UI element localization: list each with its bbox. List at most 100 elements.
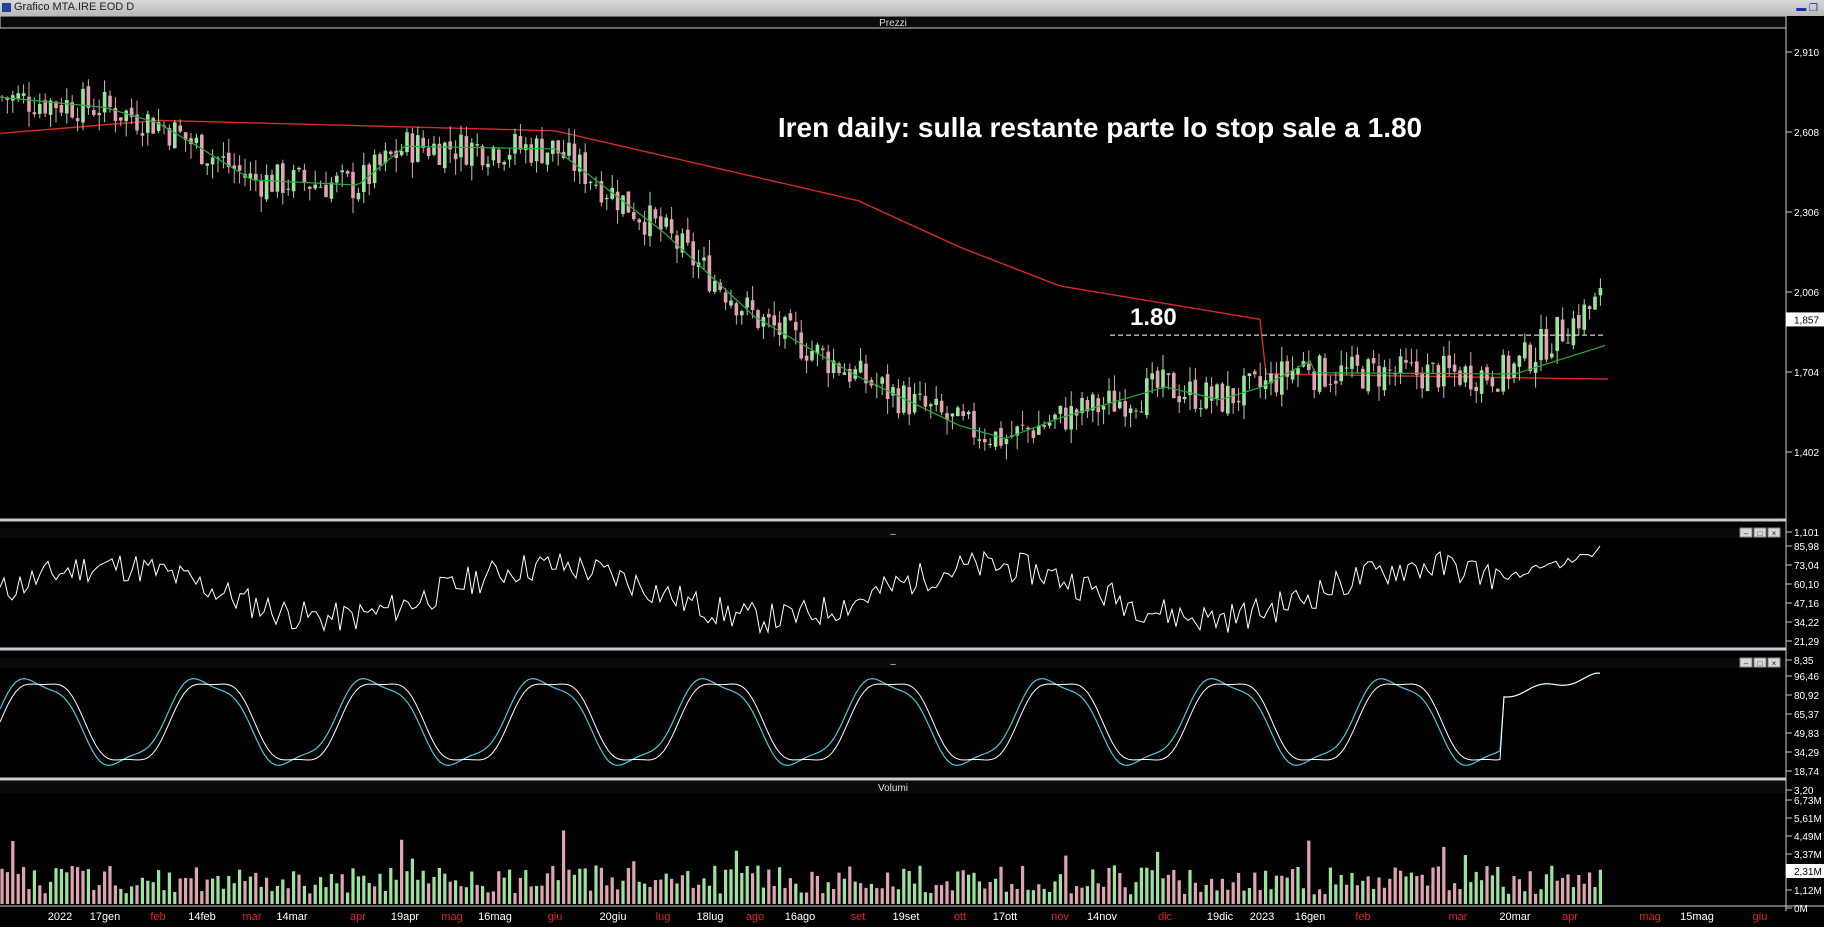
volume-bar [221,888,225,904]
candle-body [578,154,582,172]
volume-bar [1210,878,1214,904]
x-tick-label: set [851,911,866,923]
support-annotation: 1.80 [1110,304,1603,336]
x-tick-label: lug [656,911,671,923]
candle-body [92,110,96,115]
ma-short-line [0,96,1606,440]
volume-bar [5,872,9,904]
candle-body [59,105,64,113]
volume-bar [1588,872,1592,904]
last-price-box [1786,312,1824,327]
last-volume-text: 2,31M [1794,867,1822,878]
panel-button[interactable] [1753,527,1767,538]
volume-bar [934,884,938,904]
x-tick-label: mar [1449,911,1468,923]
volume-bar [1188,869,1192,904]
volume-bar [383,890,387,904]
volume-bar [49,881,53,904]
panel-button-label: □ [1758,659,1763,668]
volume-bar [545,873,549,904]
volume-bar [211,878,215,904]
candle-body [97,112,101,116]
candle-body [1452,364,1457,372]
candle-body [362,165,366,192]
panel-button[interactable] [1767,657,1781,668]
x-tick-label: giu [548,911,563,923]
x-tick-label: 2022 [48,911,72,923]
volume-bar [853,881,857,904]
candle-body [988,444,992,446]
candle-body [1091,394,1095,411]
candle-body [556,140,560,154]
volume-bar [1393,867,1397,904]
volume-bar [864,887,868,904]
volume-bar [335,883,339,904]
candle-body [583,152,587,184]
candle-body [1512,363,1516,378]
volume-bar [1328,867,1332,904]
candle-body [707,255,712,292]
volume-bar [902,868,906,904]
candle-body [232,165,236,169]
candle-body [5,97,10,100]
volume-bar [173,891,177,904]
volume-bar [162,890,166,904]
panel-button-label: – [1744,529,1749,538]
osc1-line [0,545,1601,635]
candle-body [1269,373,1273,384]
panel-button[interactable] [1739,657,1753,668]
volume-bar [1161,878,1165,904]
panel-button[interactable] [1767,527,1781,538]
window-controls[interactable]: ▬ ❐ [1796,3,1818,14]
panel-button[interactable] [1753,657,1767,668]
candle-body [1479,370,1484,394]
volume-bar [1264,870,1268,904]
volume-bar [1112,865,1116,904]
volume-bar [443,873,447,904]
candle-body [551,140,555,154]
chart-area[interactable]: Prezzi – – Volumi – □ ×– □ × 1.80 Iren daily… [0,16,1824,927]
candle-body [1004,438,1009,445]
volume-bar [130,886,134,904]
volume-bar [400,839,404,904]
candle-body [1496,388,1500,392]
volume-bar [27,889,31,904]
candle-body [1020,424,1025,426]
candle-body [502,162,506,165]
volume-bar [38,885,42,904]
candle-body [394,150,398,159]
candle-body [675,235,679,249]
volume-bar [1118,873,1122,904]
volume-bar [988,881,992,904]
volume-bar [1269,889,1273,904]
candle-body [956,407,960,417]
volume-bar [1075,886,1079,904]
candle-body [1442,355,1446,387]
volume-bar [1193,882,1197,904]
candle-body [416,135,420,162]
volume-bar [1123,887,1127,904]
candle-body [1517,355,1522,367]
candle-body [248,173,253,179]
candle-body [135,114,139,131]
candle-body [1166,373,1171,376]
x-tick-label: dic [1158,911,1173,923]
volume-bar [1544,874,1548,904]
panel-button[interactable] [1739,527,1753,538]
candle-body [642,221,647,235]
volume-bar [232,883,236,904]
candle-body [1425,364,1430,392]
volume-bar [1102,886,1106,904]
candle-body [648,205,652,237]
candle-body [740,311,744,316]
candle-body [1458,370,1462,385]
volume-tick-label: 3,37M [1794,850,1822,861]
x-tick-label: nov [1051,911,1069,923]
volume-bar [22,866,26,904]
volume-bar [1096,883,1100,904]
volume-bar [724,869,728,904]
candle-body [151,117,155,134]
osc1-tick-label: 60,10 [1794,580,1819,591]
candle-body [1296,368,1300,375]
volume-bar [297,874,301,904]
